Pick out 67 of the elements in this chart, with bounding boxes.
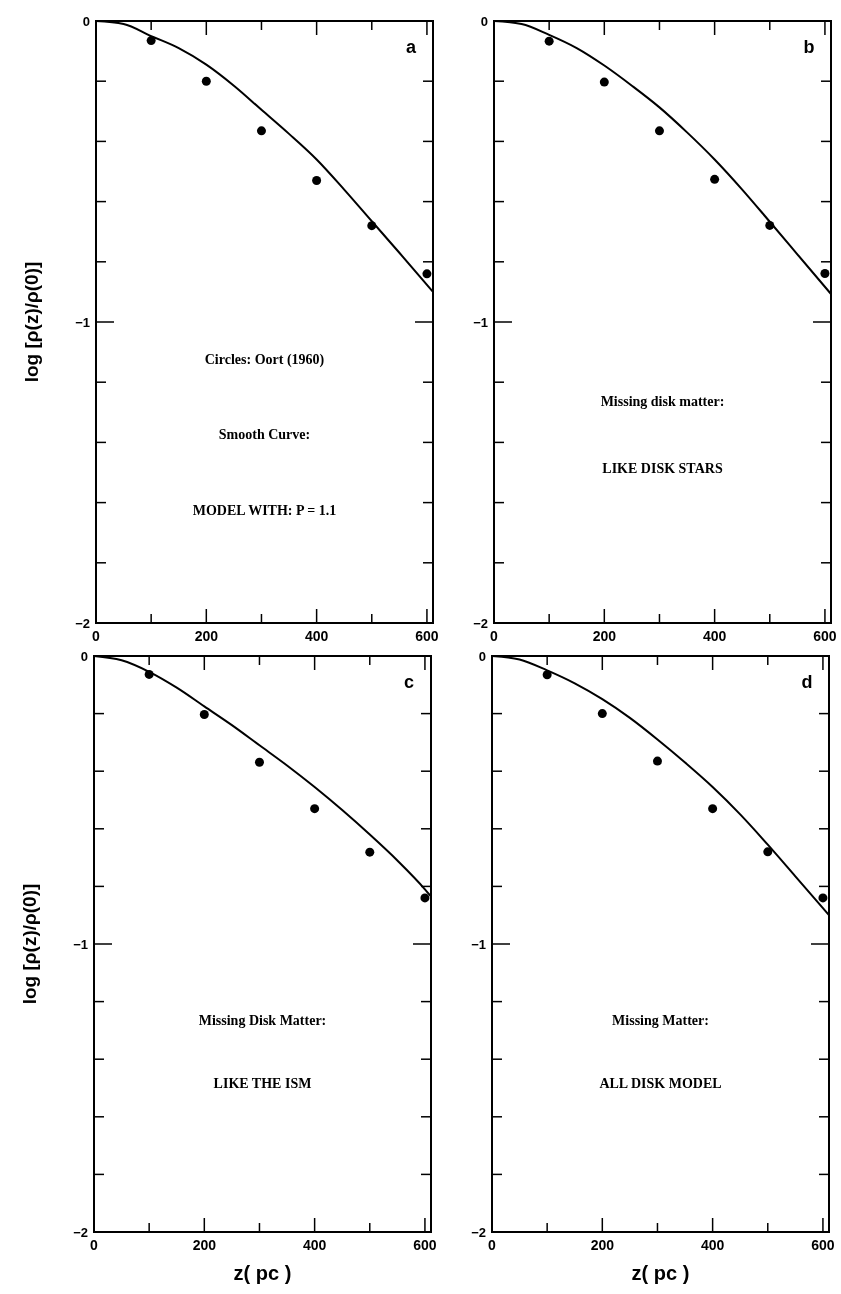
point bbox=[542, 670, 552, 680]
annotation: LIKE THE ISM bbox=[213, 1076, 312, 1091]
point bbox=[420, 893, 430, 903]
y-tick-label: −1 bbox=[471, 936, 486, 952]
y-tick-label: −2 bbox=[471, 1224, 486, 1240]
x-tick-label: 0 bbox=[490, 628, 499, 644]
point bbox=[652, 756, 662, 766]
annotation: b bbox=[803, 37, 815, 57]
annotation: ALL DISK MODEL bbox=[599, 1076, 722, 1091]
y-tick-label: −1 bbox=[473, 314, 488, 330]
annotation: d bbox=[801, 672, 813, 692]
x-tick-label: 400 bbox=[302, 1237, 327, 1253]
point bbox=[367, 221, 377, 231]
x-tick-label: 400 bbox=[700, 1237, 725, 1253]
point bbox=[312, 176, 322, 186]
y-tick-label: −2 bbox=[473, 615, 488, 631]
point bbox=[654, 126, 664, 136]
annotation: Smooth Curve: bbox=[218, 427, 311, 443]
x-axis-title: z( pc ) bbox=[233, 1262, 292, 1284]
x-tick-label: 200 bbox=[590, 1237, 615, 1253]
x-tick-label: 200 bbox=[192, 1237, 217, 1253]
annotation: Missing Matter: bbox=[612, 1012, 709, 1028]
y-axis-title: log [ρ(z)/ρ(0)] bbox=[21, 261, 42, 383]
point bbox=[544, 36, 554, 46]
point bbox=[146, 36, 156, 46]
point bbox=[599, 77, 609, 87]
point bbox=[765, 220, 775, 230]
point bbox=[201, 76, 211, 86]
point bbox=[199, 709, 209, 719]
point bbox=[310, 804, 320, 814]
point bbox=[820, 269, 830, 279]
x-tick-label: 0 bbox=[92, 628, 101, 644]
y-tick-label: −1 bbox=[73, 936, 88, 952]
annotation: c bbox=[403, 672, 415, 692]
point bbox=[708, 804, 718, 814]
x-tick-label: 200 bbox=[194, 628, 219, 644]
point bbox=[763, 847, 773, 857]
annotation: Circles: Oort (1960) bbox=[204, 352, 325, 369]
annotation: a bbox=[405, 37, 417, 57]
y-tick-label: −2 bbox=[75, 615, 90, 631]
x-tick-label: 200 bbox=[592, 628, 617, 644]
x-axis-title: z( pc ) bbox=[631, 1262, 690, 1284]
y-tick-label: 0 bbox=[80, 648, 88, 664]
point bbox=[254, 757, 264, 767]
x-tick-label: 600 bbox=[811, 1237, 835, 1253]
y-tick-label: 0 bbox=[480, 13, 488, 29]
y-tick-label: 0 bbox=[82, 13, 90, 29]
y-tick-label: 0 bbox=[478, 648, 486, 664]
point bbox=[818, 893, 828, 903]
point bbox=[256, 126, 266, 136]
annotation: MODEL WITH: P = 1.1 bbox=[192, 502, 337, 518]
point bbox=[597, 709, 607, 719]
annotation: Missing disk matter: bbox=[600, 394, 725, 410]
x-tick-label: 400 bbox=[304, 628, 329, 644]
point bbox=[422, 269, 432, 279]
point bbox=[365, 847, 375, 857]
annotation: Missing Disk Matter: bbox=[198, 1012, 327, 1028]
y-axis-title: log [ρ(z)/ρ(0)] bbox=[19, 883, 40, 1005]
y-tick-label: −1 bbox=[75, 314, 90, 330]
annotation: LIKE DISK STARS bbox=[602, 460, 723, 476]
x-tick-label: 600 bbox=[413, 1237, 437, 1253]
point bbox=[144, 669, 154, 679]
x-tick-label: 600 bbox=[813, 628, 837, 644]
y-tick-label: −2 bbox=[73, 1224, 88, 1240]
x-tick-label: 600 bbox=[415, 628, 439, 644]
x-tick-label: 400 bbox=[702, 628, 727, 644]
point bbox=[710, 174, 720, 184]
